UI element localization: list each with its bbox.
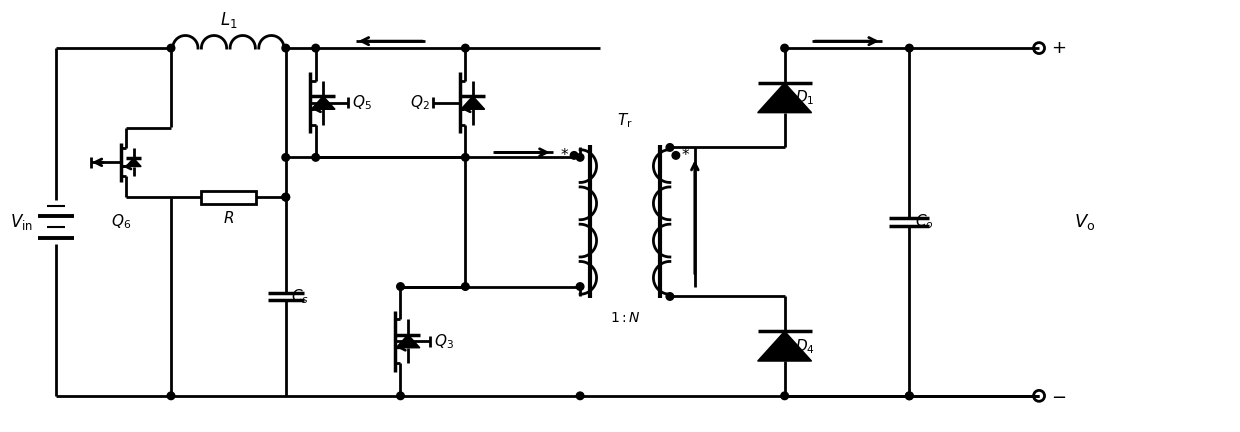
Polygon shape xyxy=(396,335,420,348)
Circle shape xyxy=(461,154,469,161)
Text: $C_o$: $C_o$ xyxy=(915,213,934,231)
Circle shape xyxy=(312,154,320,161)
Text: $R$: $R$ xyxy=(223,210,234,226)
Polygon shape xyxy=(126,158,141,166)
Polygon shape xyxy=(758,83,811,113)
Text: $D_1$: $D_1$ xyxy=(795,89,815,107)
Text: *: * xyxy=(560,148,568,163)
Text: $Q_5$: $Q_5$ xyxy=(352,93,371,112)
Text: $1: N$: $1: N$ xyxy=(610,311,640,325)
Circle shape xyxy=(397,392,404,400)
Text: $D_4$: $D_4$ xyxy=(795,337,815,356)
Polygon shape xyxy=(461,96,485,109)
Circle shape xyxy=(281,194,290,201)
Text: *: * xyxy=(682,148,689,163)
Text: $V_{\rm o}$: $V_{\rm o}$ xyxy=(1074,212,1095,232)
Circle shape xyxy=(281,154,290,161)
Text: $+$: $+$ xyxy=(1052,39,1066,57)
Polygon shape xyxy=(311,96,335,109)
Circle shape xyxy=(666,144,673,151)
Circle shape xyxy=(577,154,584,161)
Circle shape xyxy=(397,283,404,290)
Circle shape xyxy=(167,392,175,400)
Circle shape xyxy=(672,152,680,159)
Text: $Q_2$: $Q_2$ xyxy=(409,93,429,112)
Circle shape xyxy=(167,44,175,52)
Circle shape xyxy=(312,44,320,52)
Circle shape xyxy=(577,283,584,290)
Circle shape xyxy=(461,44,469,52)
Text: $L_1$: $L_1$ xyxy=(219,10,237,30)
Text: $T_{\rm r}$: $T_{\rm r}$ xyxy=(618,111,632,130)
Circle shape xyxy=(905,392,913,400)
Circle shape xyxy=(905,44,913,52)
Circle shape xyxy=(781,392,789,400)
Circle shape xyxy=(281,194,290,201)
Bar xyxy=(201,191,255,203)
Text: $C_s$: $C_s$ xyxy=(290,287,309,306)
Circle shape xyxy=(781,44,789,52)
Circle shape xyxy=(570,152,578,159)
Circle shape xyxy=(577,392,584,400)
Circle shape xyxy=(666,293,673,300)
Circle shape xyxy=(281,44,290,52)
Text: $V_{\rm in}$: $V_{\rm in}$ xyxy=(10,212,32,232)
Text: $-$: $-$ xyxy=(1052,387,1066,405)
Polygon shape xyxy=(758,331,811,361)
Circle shape xyxy=(905,392,913,400)
Text: $Q_6$: $Q_6$ xyxy=(112,212,131,231)
Text: $Q_3$: $Q_3$ xyxy=(434,332,454,350)
Circle shape xyxy=(461,283,469,290)
